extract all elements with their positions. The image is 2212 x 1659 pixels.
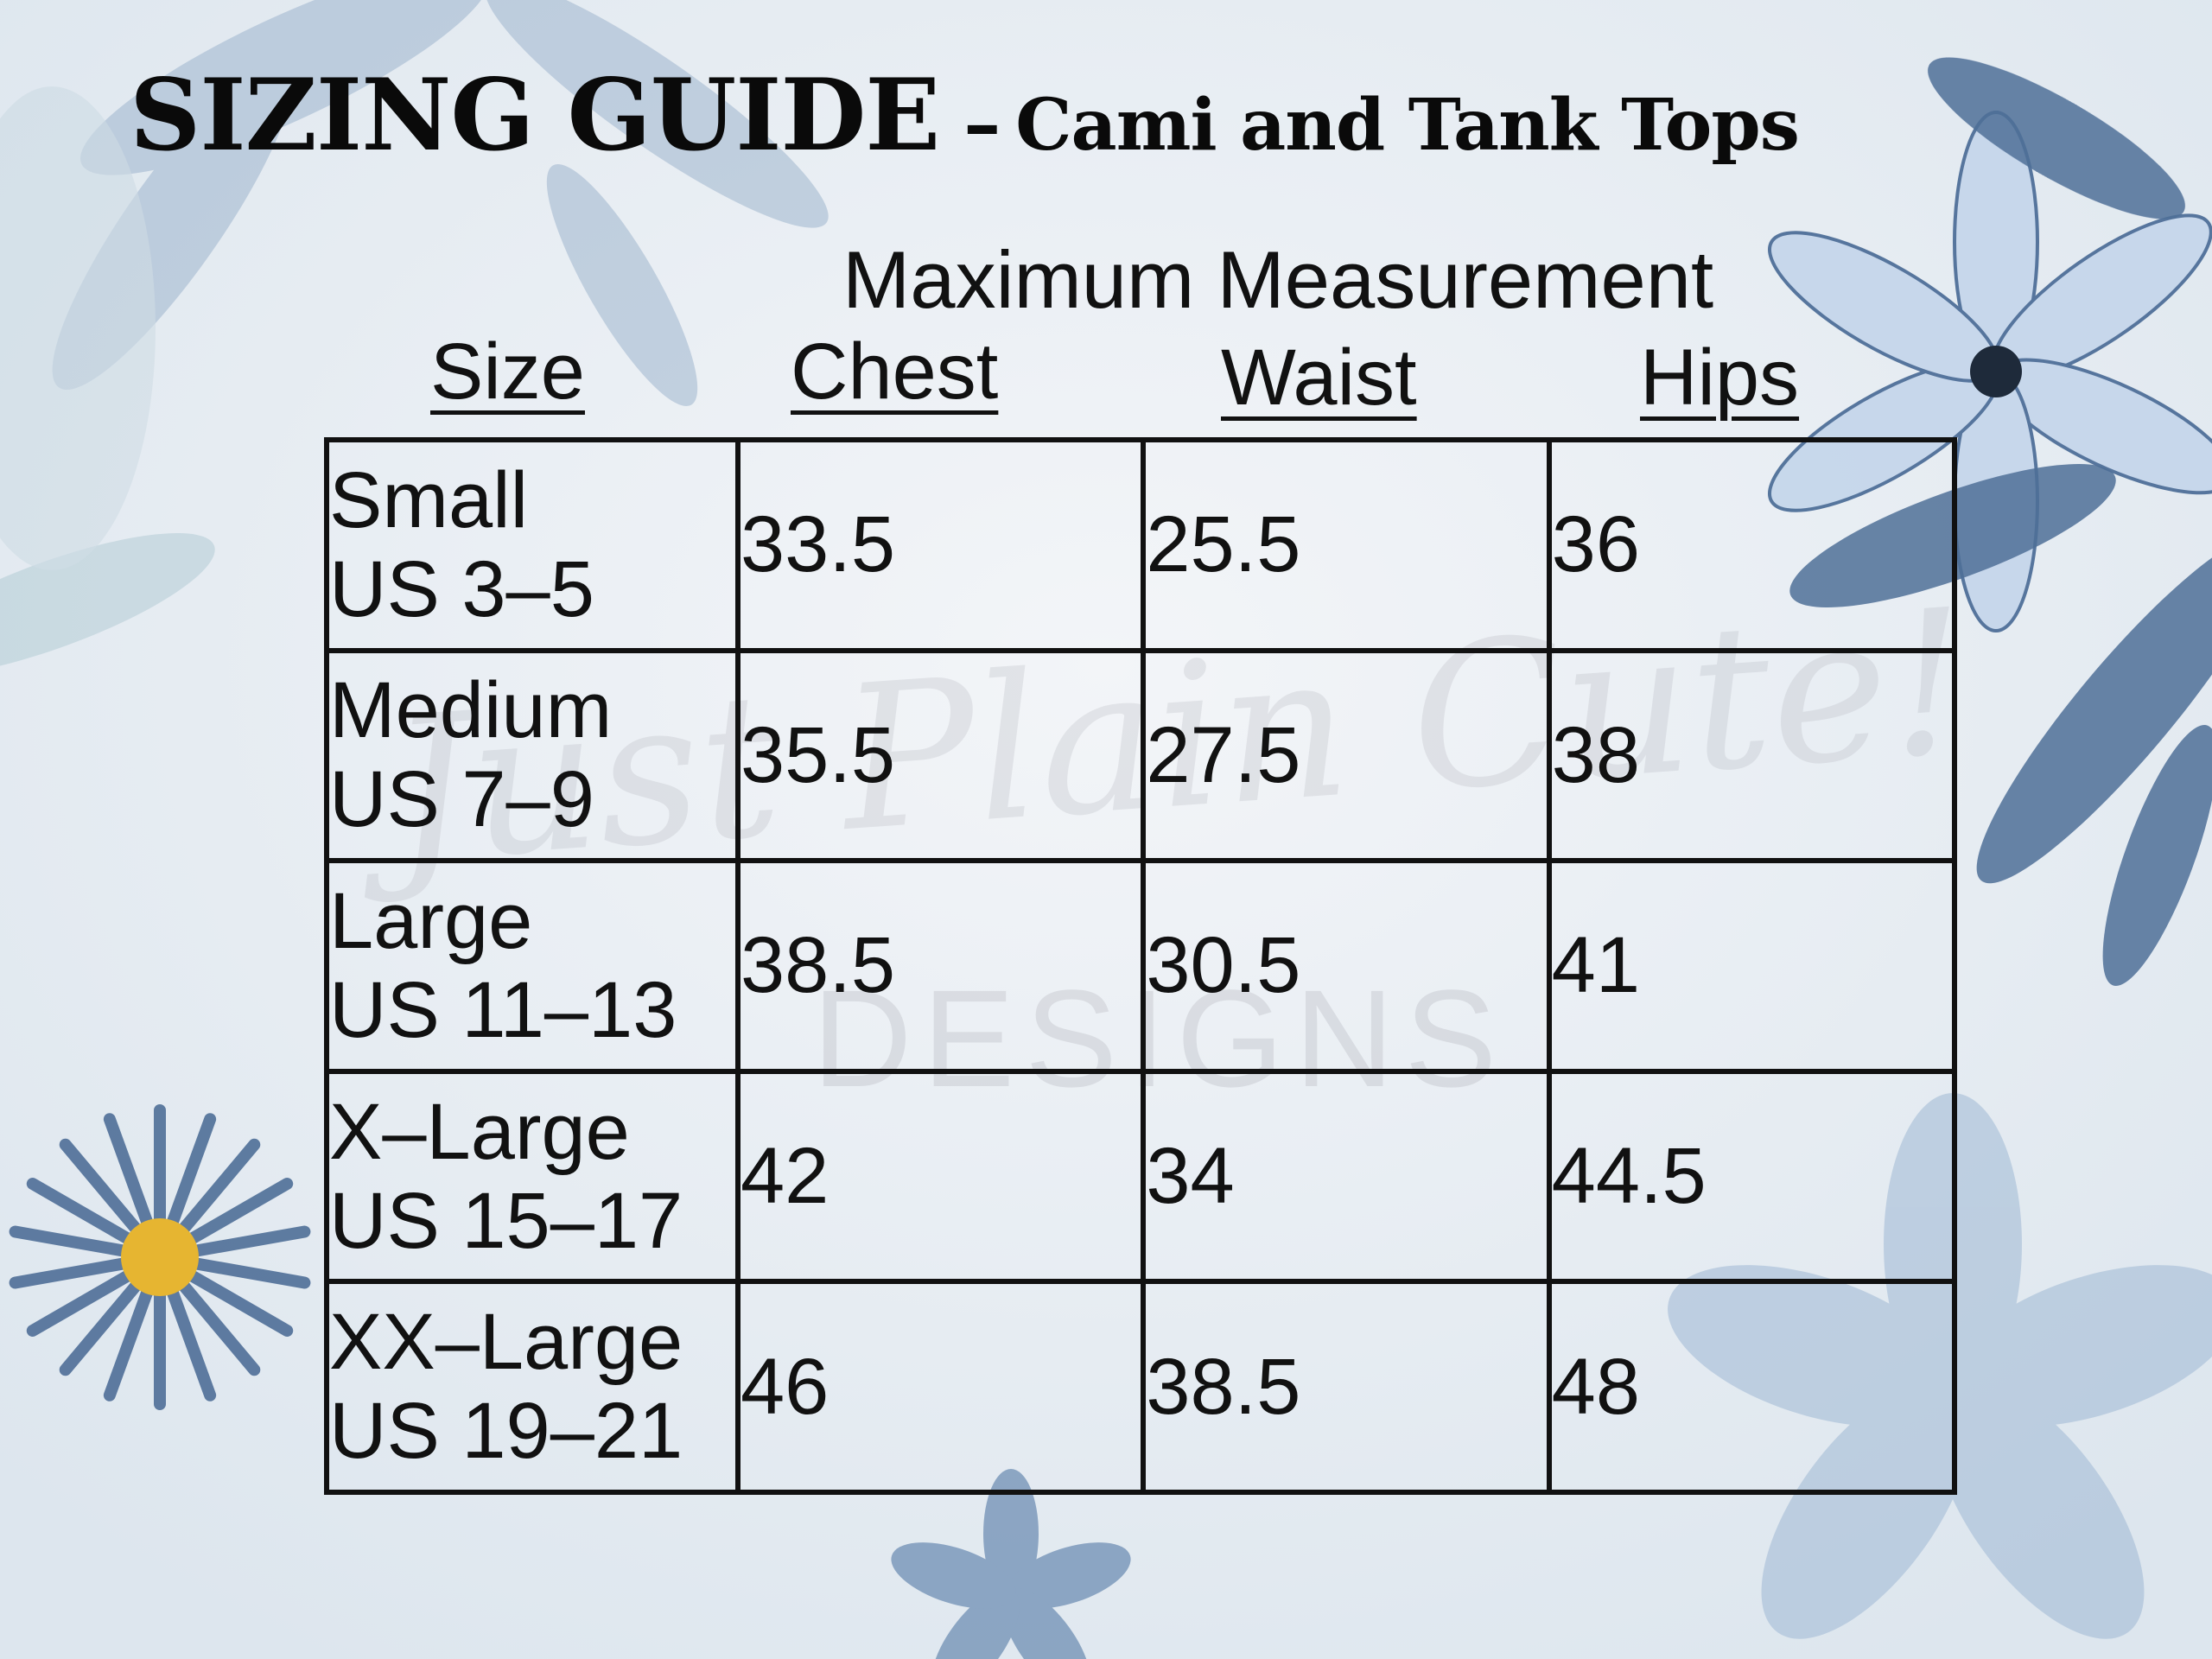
us-size-label: US 7–9 [329,755,594,844]
sizing-table: Small US 3–5 33.5 25.5 36 Medium US 7–9 … [324,437,1958,1495]
chest-value: 35.5 [734,647,1147,864]
us-size-label: US 11–13 [329,965,677,1054]
watercolor-flower-icon [891,1469,1131,1659]
measurement-heading: Maximum Measurement [842,234,1714,325]
size-cell: X–Large US 15–17 [324,1068,741,1285]
table-row: XX–Large US 19–21 46 38.5 48 [324,1279,1958,1495]
watercolor-flower-icon [1767,111,2212,632]
hips-value: 36 [1546,437,1958,653]
waist-value: 38.5 [1141,1279,1552,1495]
size-label: XX–Large [329,1298,683,1387]
daisy-icon [9,1104,311,1410]
column-header-waist: Waist [1221,334,1417,422]
column-header-size: Size [430,327,585,416]
chest-value: 33.5 [734,437,1147,653]
size-cell: Large US 11–13 [324,858,741,1074]
column-header-hips: Hips [1640,334,1800,422]
column-header-chest: Chest [791,327,999,416]
hips-value: 41 [1546,858,1958,1074]
size-label: Medium [329,666,613,755]
table-row: Large US 11–13 38.5 30.5 41 [324,858,1958,1074]
us-size-label: US 15–17 [329,1176,683,1265]
size-cell: Medium US 7–9 [324,647,741,864]
chest-value: 46 [734,1279,1147,1495]
title-subtitle: Cami and Tank Tops [1015,84,1800,167]
us-size-label: US 3–5 [329,544,594,633]
size-label: Large [329,876,533,965]
hips-value: 38 [1546,647,1958,864]
size-cell: Small US 3–5 [324,437,741,653]
page-title: SIZING GUIDE – Cami and Tank Tops [130,57,1800,173]
chest-value: 42 [734,1068,1147,1285]
size-cell: XX–Large US 19–21 [324,1279,741,1495]
table-row: X–Large US 15–17 42 34 44.5 [324,1068,1958,1285]
watercolor-leaf-icon [0,0,829,677]
waist-value: 34 [1141,1068,1552,1285]
table-row: Small US 3–5 33.5 25.5 36 [324,437,1958,653]
table-row: Medium US 7–9 35.5 27.5 38 [324,647,1958,864]
waist-value: 27.5 [1141,647,1552,864]
size-label: X–Large [329,1087,630,1176]
size-label: Small [329,455,529,544]
title-dash: – [963,80,1001,168]
chest-value: 38.5 [734,858,1147,1074]
waist-value: 25.5 [1141,437,1552,653]
us-size-label: US 19–21 [329,1387,683,1476]
hips-value: 44.5 [1546,1068,1958,1285]
hips-value: 48 [1546,1279,1958,1495]
waist-value: 30.5 [1141,858,1552,1074]
title-main: SIZING GUIDE [130,57,940,173]
